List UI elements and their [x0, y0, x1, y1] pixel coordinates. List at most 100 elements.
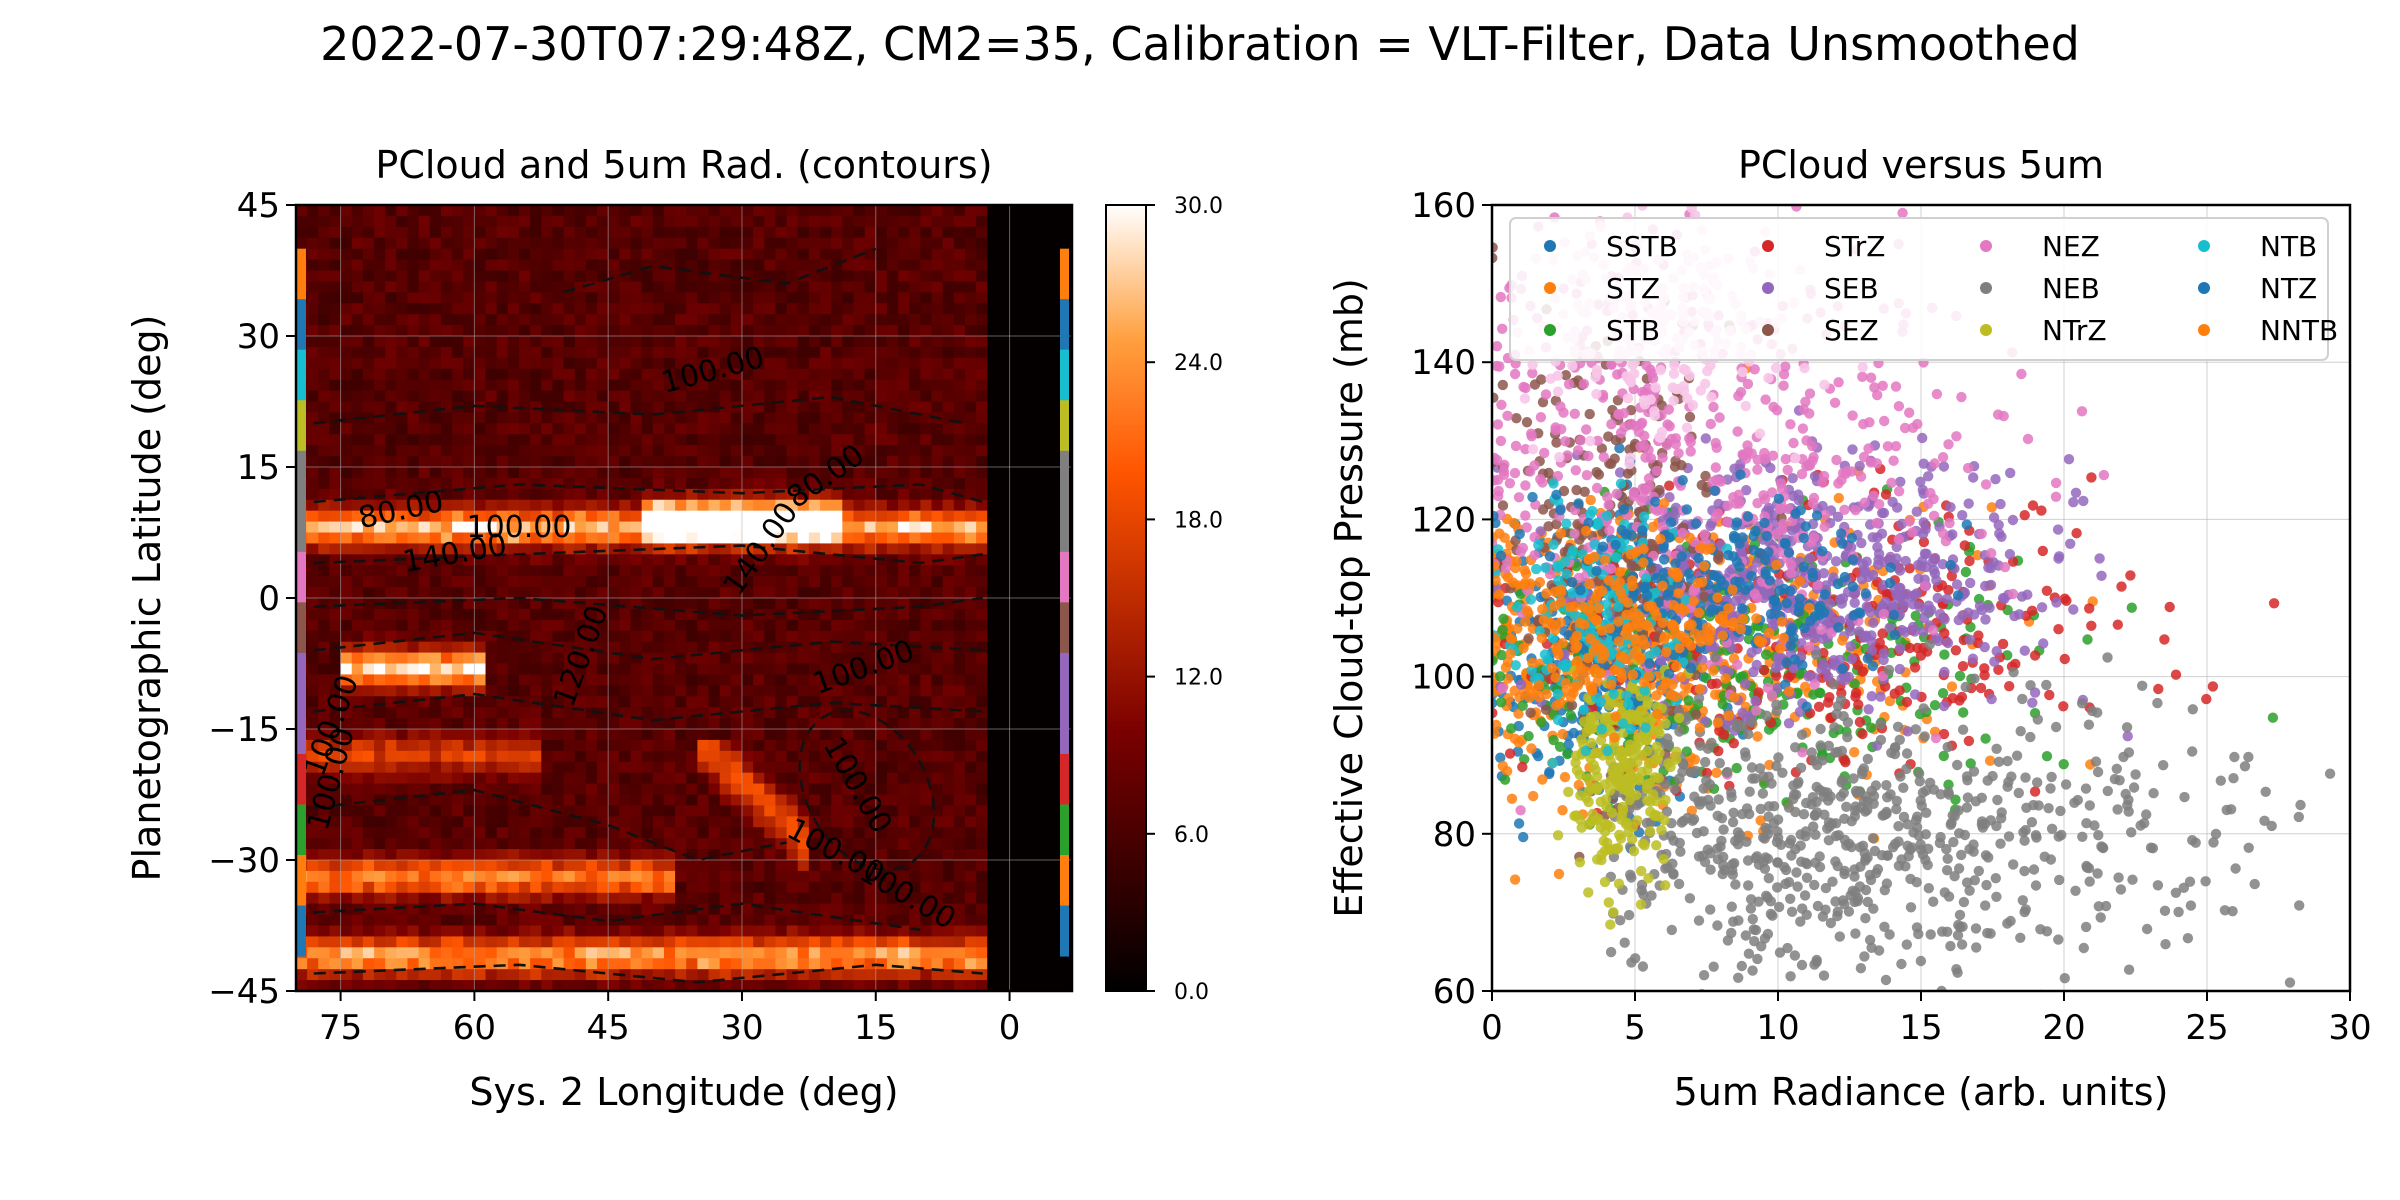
heatmap-cell — [875, 587, 888, 599]
heatmap-cell — [786, 783, 799, 796]
heatmap-cell — [541, 248, 554, 261]
heatmap-cell — [1031, 543, 1044, 555]
heatmap-cell — [541, 488, 554, 501]
heatmap-cell — [496, 870, 509, 883]
heatmap-cell — [741, 947, 754, 959]
heatmap-cell — [585, 685, 598, 697]
heatmap-cell — [318, 303, 331, 315]
heatmap-cell — [585, 325, 598, 337]
heatmap-cell — [686, 739, 698, 752]
heatmap-cell — [396, 630, 409, 643]
heatmap-cell — [675, 794, 687, 807]
heatmap-cell — [418, 980, 431, 991]
heatmap-cell — [574, 652, 587, 665]
heatmap-cell — [374, 543, 386, 555]
heatmap-cell — [831, 281, 843, 293]
heatmap-cell — [675, 565, 687, 577]
heatmap-cell — [953, 947, 966, 959]
heatmap-cell — [831, 663, 843, 676]
heatmap-cell — [507, 456, 520, 468]
heatmap-cell — [329, 849, 342, 861]
heatmap-cell — [808, 390, 821, 403]
heatmap-cell — [463, 783, 475, 796]
heatmap-cell — [463, 336, 475, 348]
heatmap-cell — [652, 969, 665, 981]
heatmap-cell — [407, 598, 420, 610]
heatmap-cell — [909, 226, 921, 239]
heatmap-cell — [964, 477, 977, 490]
heatmap-cell — [374, 870, 386, 883]
heatmap-cell — [753, 630, 765, 643]
heatmap-cell — [485, 816, 498, 828]
heatmap-cell — [730, 390, 743, 403]
heatmap-cell — [541, 619, 554, 632]
heatmap-cell — [675, 870, 687, 883]
heatmap-cell — [964, 237, 977, 250]
heatmap-cell — [1009, 205, 1022, 217]
heatmap-cell — [518, 510, 531, 523]
heatmap-cell — [697, 423, 710, 435]
heatmap-cell — [641, 390, 654, 403]
heatmap-cell — [585, 205, 598, 217]
heatmap-cell — [898, 303, 910, 315]
heatmap-cell — [329, 390, 342, 403]
heatmap-cell — [964, 598, 977, 610]
heatmap-cell — [864, 739, 877, 752]
heatmap-cell — [875, 805, 888, 817]
heatmap-cell — [1020, 849, 1033, 861]
heatmap-cell — [886, 576, 899, 588]
heatmap-cell — [931, 521, 944, 534]
heatmap-cell — [507, 598, 520, 610]
heatmap-cell — [474, 314, 487, 326]
heatmap-cell — [1043, 718, 1055, 730]
heatmap-cell — [875, 237, 888, 250]
heatmap-cell — [1031, 772, 1044, 785]
heatmap-cell — [998, 401, 1011, 414]
heatmap-cell — [574, 663, 587, 676]
heatmap-cell — [741, 718, 754, 730]
heatmap-cell — [920, 718, 933, 730]
heatmap-cell — [697, 292, 710, 304]
heatmap-cell — [786, 499, 799, 512]
heatmap-cell — [1009, 226, 1022, 239]
heatmap-cell — [964, 783, 977, 796]
heatmap-cell — [485, 903, 498, 916]
heatmap-cell — [797, 608, 810, 621]
heatmap-cell — [307, 423, 319, 435]
heatmap-cell — [374, 205, 386, 217]
heatmap-cell — [485, 772, 498, 785]
heatmap-cell — [374, 270, 386, 283]
heatmap-cell — [652, 761, 665, 774]
heatmap-cell — [585, 587, 598, 599]
heatmap-cell — [485, 619, 498, 632]
heatmap-cell — [898, 849, 910, 861]
heatmap-cell — [775, 336, 788, 348]
heatmap-cell — [675, 336, 687, 348]
heatmap-cell — [318, 477, 331, 490]
heatmap-cell — [563, 215, 576, 228]
heatmap-cell — [641, 357, 654, 370]
heatmap-cell — [775, 587, 788, 599]
heatmap-cell — [663, 510, 676, 523]
heatmap-cell — [374, 226, 386, 239]
heatmap-cell — [719, 947, 732, 959]
heatmap-cell — [730, 543, 743, 555]
heatmap-cell — [329, 237, 342, 250]
heatmap-cell — [741, 401, 754, 414]
heatmap-cell — [608, 816, 620, 828]
heatmap-cell — [808, 925, 821, 938]
heatmap-cell — [976, 969, 988, 981]
heatmap-cell — [909, 783, 921, 796]
heatmap-cell — [452, 783, 464, 796]
heatmap-cell — [552, 205, 565, 217]
heatmap-cell — [942, 881, 955, 894]
heatmap-cell — [362, 816, 375, 828]
heatmap-cell — [318, 619, 331, 632]
heatmap-cell — [496, 947, 509, 959]
heatmap-cell — [1031, 860, 1044, 872]
heatmap-cell — [429, 772, 442, 785]
heatmap-cell — [541, 663, 554, 676]
heatmap-cell — [541, 598, 554, 610]
heatmap-cell — [429, 434, 442, 446]
heatmap-cell — [786, 401, 799, 414]
